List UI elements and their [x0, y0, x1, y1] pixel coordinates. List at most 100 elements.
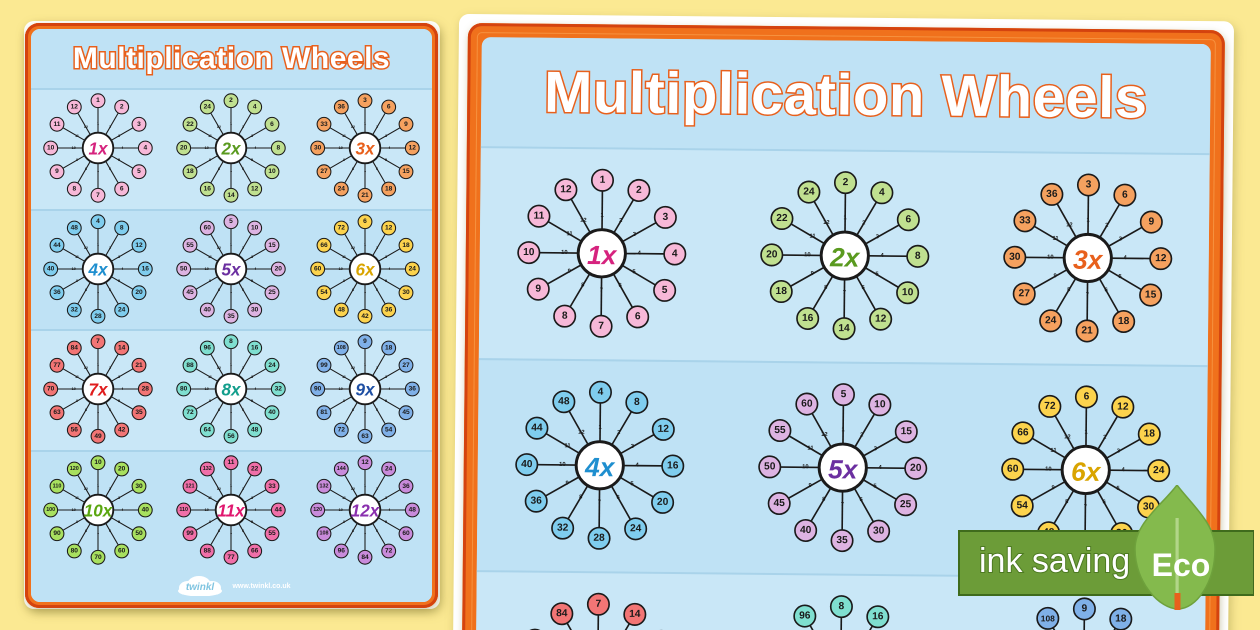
svg-text:20: 20 [766, 249, 778, 260]
svg-text:35: 35 [836, 535, 848, 546]
svg-text:16: 16 [801, 313, 813, 324]
svg-text:30: 30 [1009, 252, 1021, 263]
svg-text:11: 11 [533, 211, 544, 222]
svg-text:5: 5 [632, 269, 636, 275]
svg-text:44: 44 [531, 423, 543, 434]
svg-text:16: 16 [872, 611, 884, 622]
svg-text:3: 3 [1085, 179, 1091, 190]
svg-text:12: 12 [874, 314, 886, 325]
svg-text:2x: 2x [828, 242, 860, 272]
svg-text:3: 3 [630, 444, 634, 450]
svg-text:2: 2 [619, 218, 622, 224]
svg-text:9: 9 [808, 483, 812, 489]
svg-text:2: 2 [1105, 223, 1108, 229]
svg-text:1x: 1x [586, 240, 617, 270]
svg-text:3: 3 [662, 212, 668, 223]
svg-text:2: 2 [860, 432, 863, 438]
svg-text:ink saving: ink saving [979, 542, 1130, 580]
svg-text:14: 14 [629, 609, 641, 620]
svg-text:66: 66 [1017, 427, 1029, 438]
svg-text:10: 10 [523, 247, 535, 258]
svg-text:12: 12 [657, 424, 669, 435]
svg-text:24: 24 [1044, 315, 1056, 326]
svg-text:2: 2 [636, 185, 642, 196]
svg-text:6: 6 [1083, 391, 1089, 402]
svg-text:108: 108 [1040, 613, 1054, 623]
svg-text:8: 8 [838, 601, 844, 612]
svg-text:12: 12 [1066, 222, 1073, 228]
svg-text:45: 45 [773, 498, 785, 509]
svg-text:24: 24 [1153, 465, 1165, 476]
svg-text:4x: 4x [583, 452, 615, 482]
svg-text:3: 3 [632, 232, 636, 238]
svg-text:8: 8 [914, 251, 920, 262]
svg-text:12: 12 [1064, 434, 1071, 440]
svg-text:18: 18 [775, 286, 787, 297]
svg-text:5x: 5x [827, 454, 858, 484]
svg-text:40: 40 [521, 459, 533, 470]
svg-text:2: 2 [617, 430, 620, 436]
svg-text:28: 28 [593, 533, 605, 544]
svg-text:50: 50 [764, 461, 776, 472]
svg-text:Eco: Eco [1152, 547, 1211, 583]
svg-text:36: 36 [1046, 189, 1058, 200]
svg-text:2: 2 [1103, 435, 1106, 441]
svg-text:11: 11 [807, 446, 814, 452]
svg-text:5: 5 [875, 272, 879, 278]
svg-text:11: 11 [1050, 448, 1057, 454]
svg-text:6: 6 [905, 214, 911, 225]
svg-text:10: 10 [804, 252, 811, 258]
svg-text:10: 10 [874, 399, 886, 410]
svg-text:10: 10 [561, 250, 568, 256]
svg-text:9: 9 [535, 284, 541, 295]
svg-text:7: 7 [595, 599, 601, 610]
svg-text:1: 1 [599, 175, 605, 186]
svg-text:8: 8 [633, 397, 639, 408]
svg-text:12: 12 [580, 218, 587, 224]
svg-text:27: 27 [1018, 288, 1030, 299]
svg-text:12: 12 [1117, 402, 1129, 413]
svg-text:9: 9 [1053, 273, 1057, 279]
svg-text:5: 5 [630, 481, 634, 487]
svg-text:10: 10 [1047, 255, 1054, 261]
svg-text:9: 9 [1148, 217, 1154, 228]
svg-text:30: 30 [872, 526, 884, 537]
svg-text:7: 7 [599, 288, 602, 294]
svg-text:4: 4 [597, 387, 603, 398]
svg-text:11: 11 [566, 231, 573, 237]
svg-text:32: 32 [556, 523, 568, 534]
svg-text:11: 11 [809, 234, 816, 240]
svg-text:7: 7 [597, 500, 600, 506]
svg-text:55: 55 [774, 425, 786, 436]
svg-text:7: 7 [842, 290, 845, 296]
svg-text:6: 6 [1121, 190, 1127, 201]
svg-text:1: 1 [1084, 430, 1088, 436]
svg-text:16: 16 [667, 460, 679, 471]
svg-text:24: 24 [803, 187, 815, 198]
svg-text:5: 5 [661, 285, 667, 296]
svg-text:96: 96 [799, 611, 811, 622]
svg-text:5: 5 [1118, 274, 1122, 280]
svg-text:7: 7 [840, 502, 843, 508]
svg-text:40: 40 [799, 525, 811, 536]
svg-text:24: 24 [629, 523, 641, 534]
svg-text:14: 14 [838, 323, 850, 334]
svg-text:18: 18 [1143, 428, 1155, 439]
svg-text:12: 12 [821, 432, 828, 438]
svg-text:8: 8 [561, 311, 567, 322]
svg-text:84: 84 [556, 608, 568, 619]
svg-text:9: 9 [565, 481, 569, 487]
svg-text:3: 3 [873, 446, 877, 452]
svg-text:22: 22 [776, 213, 788, 224]
svg-text:12: 12 [1155, 253, 1167, 264]
svg-text:6x: 6x [1070, 457, 1101, 487]
svg-text:1: 1 [841, 427, 845, 433]
svg-text:20: 20 [656, 497, 668, 508]
svg-text:1: 1 [598, 425, 602, 431]
svg-text:11: 11 [564, 443, 571, 449]
svg-text:15: 15 [1144, 290, 1156, 301]
svg-text:72: 72 [1044, 401, 1056, 412]
svg-text:4: 4 [671, 248, 677, 259]
svg-text:5: 5 [873, 484, 877, 490]
svg-text:18: 18 [1115, 614, 1127, 625]
